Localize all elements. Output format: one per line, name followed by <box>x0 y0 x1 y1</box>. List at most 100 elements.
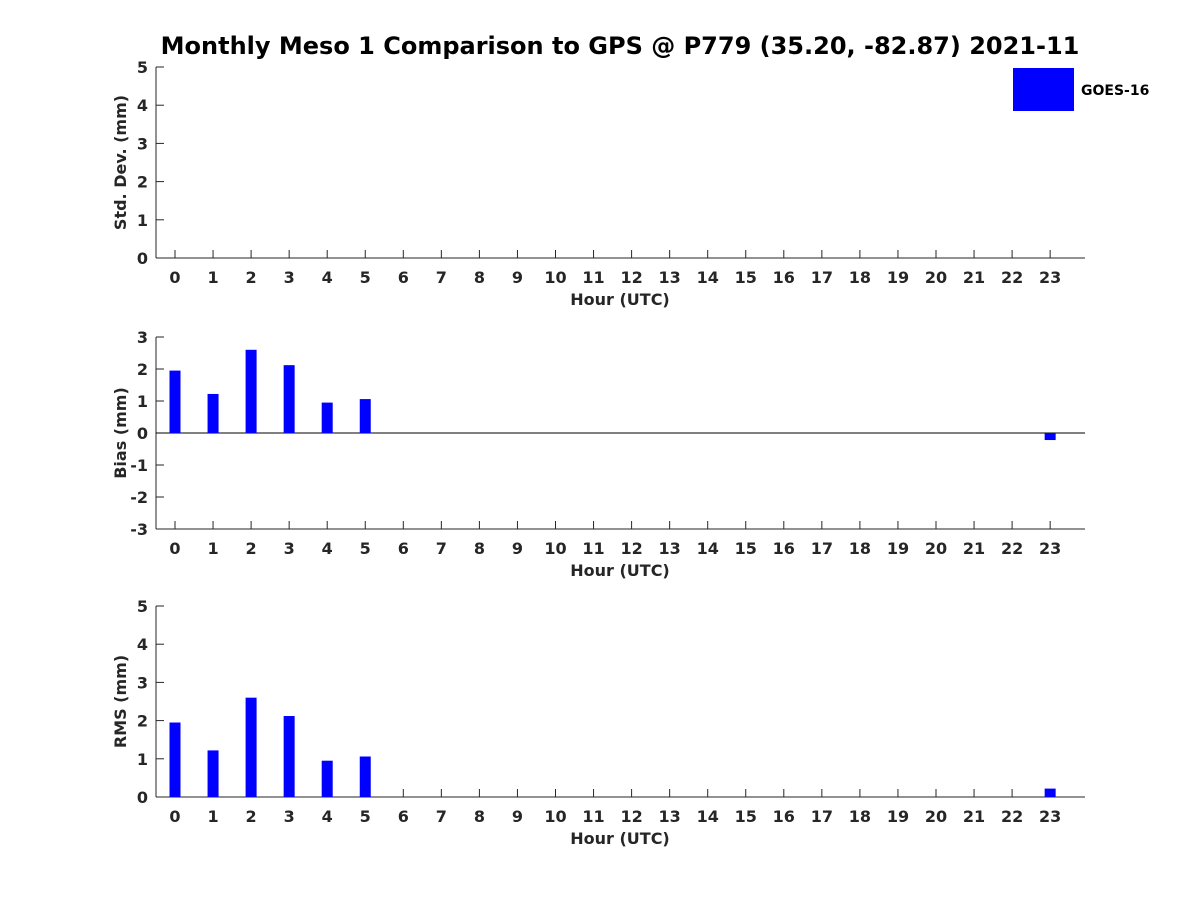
x-tick-label: 14 <box>697 268 719 287</box>
x-tick-label: 14 <box>697 807 719 826</box>
x-tick-label: 3 <box>284 807 295 826</box>
x-tick-label: 23 <box>1039 268 1061 287</box>
x-tick-label: 13 <box>659 807 681 826</box>
x-tick-label: 4 <box>322 807 333 826</box>
x-tick-label: 6 <box>398 807 409 826</box>
x-tick-label: 20 <box>925 807 947 826</box>
bar-hour-0 <box>169 722 181 797</box>
legend-label: GOES-16 <box>1081 83 1149 99</box>
y-tick-label: 4 <box>137 635 148 654</box>
x-tick-label: 0 <box>169 539 180 558</box>
x-tick-label: 2 <box>246 268 257 287</box>
y-axis-label: RMS (mm) <box>111 655 130 748</box>
x-tick-label: 12 <box>620 807 642 826</box>
x-tick-label: 1 <box>207 807 218 826</box>
y-axis-label: Bias (mm) <box>111 387 130 479</box>
y-tick-label: 5 <box>137 597 148 616</box>
x-tick-label: 2 <box>246 807 257 826</box>
x-tick-label: 6 <box>398 539 409 558</box>
x-tick-label: 20 <box>925 539 947 558</box>
y-tick-label: 0 <box>137 424 148 443</box>
y-tick-label: 2 <box>137 173 148 192</box>
x-tick-label: 16 <box>773 807 795 826</box>
chart-title: Monthly Meso 1 Comparison to GPS @ P779 … <box>161 32 1080 60</box>
x-tick-label: 23 <box>1039 539 1061 558</box>
bar-hour-5 <box>359 399 371 433</box>
x-tick-label: 18 <box>849 539 871 558</box>
x-tick-label: 12 <box>620 539 642 558</box>
x-tick-label: 4 <box>322 268 333 287</box>
x-tick-label: 6 <box>398 268 409 287</box>
x-tick-label: 16 <box>773 539 795 558</box>
x-tick-label: 20 <box>925 268 947 287</box>
x-tick-label: 5 <box>360 539 371 558</box>
x-tick-label: 0 <box>169 807 180 826</box>
bar-hour-3 <box>283 716 295 797</box>
x-tick-label: 5 <box>360 268 371 287</box>
legend: GOES-16 <box>1013 68 1149 111</box>
x-tick-label: 11 <box>582 539 604 558</box>
x-tick-label: 0 <box>169 268 180 287</box>
x-tick-label: 17 <box>811 268 833 287</box>
x-tick-label: 9 <box>512 807 523 826</box>
x-tick-label: 12 <box>620 268 642 287</box>
y-tick-label: 3 <box>137 134 148 153</box>
bar-hour-4 <box>321 402 333 433</box>
legend-swatch <box>1013 68 1074 111</box>
bar-hour-23 <box>1044 433 1056 441</box>
x-tick-label: 21 <box>963 807 985 826</box>
x-axis-label: Hour (UTC) <box>570 561 670 580</box>
y-tick-label: 2 <box>137 712 148 731</box>
y-tick-label: 1 <box>137 750 148 769</box>
y-tick-label: -3 <box>130 520 148 539</box>
x-tick-label: 18 <box>849 268 871 287</box>
y-tick-label: -2 <box>130 488 148 507</box>
x-tick-label: 13 <box>659 268 681 287</box>
x-tick-label: 19 <box>887 807 909 826</box>
x-tick-label: 7 <box>436 539 447 558</box>
x-axis-label: Hour (UTC) <box>570 290 670 309</box>
x-tick-label: 8 <box>474 539 485 558</box>
x-tick-label: 8 <box>474 807 485 826</box>
x-tick-label: 3 <box>284 539 295 558</box>
x-tick-label: 23 <box>1039 807 1061 826</box>
x-tick-label: 13 <box>659 539 681 558</box>
x-tick-label: 17 <box>811 807 833 826</box>
x-tick-label: 15 <box>735 539 757 558</box>
x-tick-label: 4 <box>322 539 333 558</box>
x-tick-label: 11 <box>582 807 604 826</box>
y-tick-label: 0 <box>137 788 148 807</box>
x-tick-label: 21 <box>963 268 985 287</box>
x-axis-label: Hour (UTC) <box>570 829 670 848</box>
x-tick-label: 8 <box>474 268 485 287</box>
bar-hour-3 <box>283 365 295 433</box>
x-tick-label: 21 <box>963 539 985 558</box>
x-tick-label: 14 <box>697 539 719 558</box>
x-tick-label: 3 <box>284 268 295 287</box>
y-tick-label: 0 <box>137 249 148 268</box>
x-tick-label: 10 <box>544 539 566 558</box>
bar-hour-2 <box>245 349 257 433</box>
x-tick-label: 1 <box>207 539 218 558</box>
y-axis-label: Std. Dev. (mm) <box>111 95 130 230</box>
y-tick-label: 1 <box>137 211 148 230</box>
x-tick-label: 7 <box>436 268 447 287</box>
x-tick-label: 16 <box>773 268 795 287</box>
x-tick-label: 22 <box>1001 807 1023 826</box>
x-tick-label: 22 <box>1001 539 1023 558</box>
x-tick-label: 2 <box>246 539 257 558</box>
y-tick-label: 3 <box>137 328 148 347</box>
x-tick-label: 18 <box>849 807 871 826</box>
x-tick-label: 1 <box>207 268 218 287</box>
x-tick-label: 22 <box>1001 268 1023 287</box>
y-tick-label: 3 <box>137 673 148 692</box>
y-tick-label: -1 <box>130 456 148 475</box>
y-tick-label: 1 <box>137 392 148 411</box>
x-tick-label: 17 <box>811 539 833 558</box>
bar-hour-1 <box>207 750 219 797</box>
